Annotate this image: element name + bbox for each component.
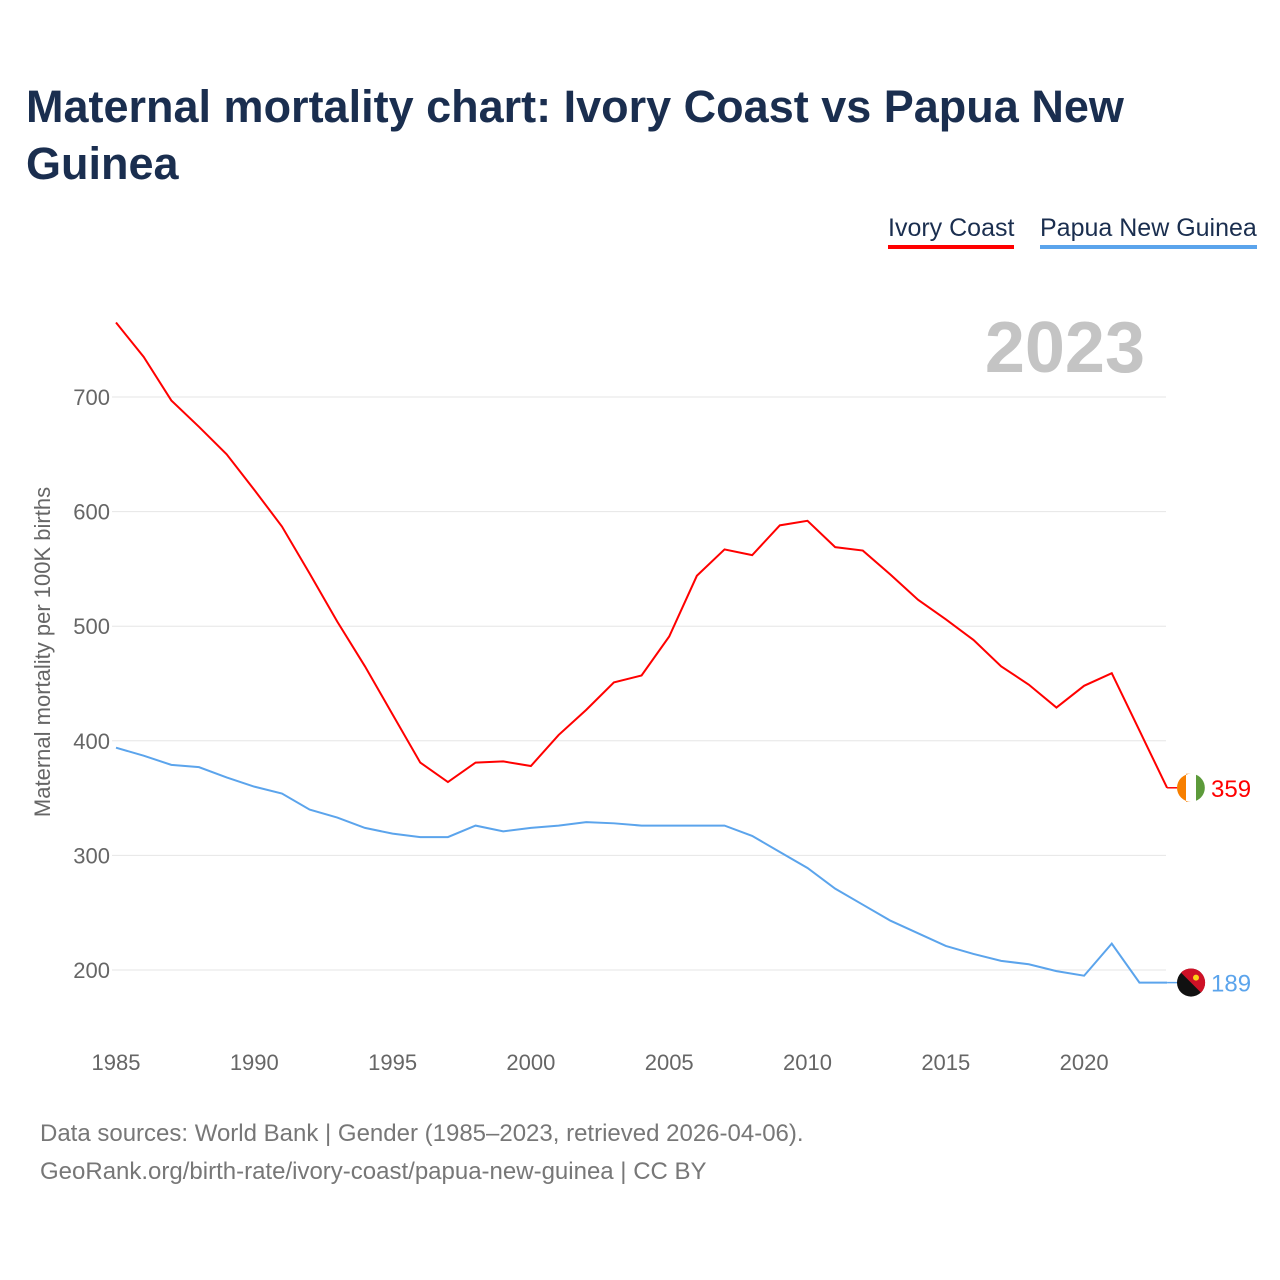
y-tick-label: 300 [73, 843, 110, 868]
end-value-label: 359 [1211, 776, 1251, 803]
x-tick-label: 1985 [92, 1050, 141, 1075]
footer-link[interactable]: GeoRank.org/birth-rate/ivory-coast/papua… [40, 1158, 707, 1185]
x-tick-label: 2000 [506, 1050, 555, 1075]
x-tick-label: 2005 [645, 1050, 694, 1075]
y-tick-label: 700 [73, 385, 110, 410]
footer-sources: Data sources: World Bank | Gender (1985–… [40, 1120, 804, 1147]
year-label: 2023 [985, 308, 1145, 388]
flag-green-stripe [1196, 774, 1205, 801]
x-tick-label: 2010 [783, 1050, 832, 1075]
y-tick-label: 400 [73, 729, 110, 754]
x-tick-label: 1995 [368, 1050, 417, 1075]
chart-title: Maternal mortality chart: Ivory Coast vs… [26, 81, 1124, 189]
flag-orange-stripe [1177, 773, 1191, 802]
x-tick-label: 2015 [921, 1050, 970, 1075]
legend-papua-new-guinea[interactable]: Papua New Guinea [1040, 214, 1257, 249]
end-value-label: 189 [1211, 971, 1251, 998]
series-line-0 [115, 321, 1168, 789]
flag-bird [1193, 974, 1199, 981]
flag-red-half [1181, 968, 1206, 993]
y-axis-label: Maternal mortality per 100K births [30, 487, 55, 817]
y-tick-label: 600 [73, 500, 110, 525]
y-tick-label: 200 [73, 958, 110, 983]
y-tick-label: 500 [73, 614, 110, 639]
legend-ivory-coast[interactable]: Ivory Coast [888, 214, 1015, 249]
x-tick-label: 1990 [230, 1050, 279, 1075]
series-line-1 [115, 746, 1168, 984]
x-tick-label: 2020 [1060, 1050, 1109, 1075]
